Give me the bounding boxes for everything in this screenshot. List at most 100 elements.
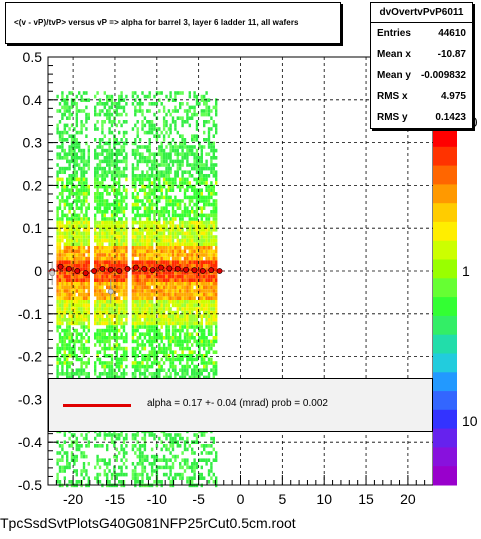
heatmap-cell xyxy=(134,271,137,275)
heatmap-cell xyxy=(136,321,139,326)
heatmap-cell xyxy=(158,238,161,243)
heatmap-cell xyxy=(136,130,139,135)
heatmap-cell xyxy=(195,98,199,102)
heatmap-cell xyxy=(103,346,106,351)
heatmap-cell xyxy=(98,112,102,117)
heatmap-cell xyxy=(136,102,139,106)
heatmap-cell xyxy=(118,184,121,189)
heatmap-cell xyxy=(207,231,211,236)
heatmap-cell xyxy=(63,156,66,160)
heatmap-cell xyxy=(63,372,66,376)
heatmap-cell xyxy=(68,238,71,243)
heatmap-cell xyxy=(61,465,64,470)
heatmap-cell xyxy=(146,238,149,243)
heatmap-cell xyxy=(174,300,177,304)
heatmap-cell xyxy=(160,300,163,304)
heatmap-cell xyxy=(181,285,184,290)
heatmap-cell xyxy=(181,364,184,369)
heatmap-cell xyxy=(82,199,86,203)
heatmap-cell xyxy=(195,220,199,225)
heatmap-cell xyxy=(210,242,213,246)
heatmap-cell xyxy=(96,303,99,308)
heatmap-cell xyxy=(120,148,123,153)
heatmap-cell xyxy=(75,246,78,250)
heatmap-cell xyxy=(122,354,126,358)
heatmap-cell xyxy=(106,174,109,178)
heatmap-cell xyxy=(141,289,144,293)
heatmap-cell xyxy=(148,264,151,268)
profile-points xyxy=(48,261,224,304)
heatmap-cell xyxy=(115,123,118,128)
heatmap-cell xyxy=(110,170,114,174)
heatmap-cell xyxy=(115,433,118,437)
heatmap-cell xyxy=(70,148,74,153)
heatmap-cell xyxy=(191,238,194,243)
heatmap-cell xyxy=(203,433,206,437)
heatmap-cell xyxy=(162,195,166,200)
heatmap-cell xyxy=(113,138,116,142)
heatmap-cell xyxy=(58,235,62,239)
heatmap-cell xyxy=(165,112,168,117)
heatmap-cell xyxy=(82,469,86,473)
heatmap-cell xyxy=(103,249,106,254)
heatmap-cell xyxy=(110,249,114,254)
heatmap-cell xyxy=(167,210,171,214)
heatmap-cell xyxy=(134,318,137,322)
heatmap-cell xyxy=(58,285,62,290)
heatmap-cell xyxy=(101,202,104,207)
heatmap-cell xyxy=(195,210,199,214)
heatmap-cell xyxy=(61,310,64,315)
heatmap-cell xyxy=(125,264,128,268)
heatmap-cell xyxy=(141,271,144,275)
heatmap-cell xyxy=(94,307,97,311)
heatmap-cell xyxy=(150,174,154,178)
heatmap-cell xyxy=(122,325,126,329)
heatmap-cell xyxy=(158,328,161,333)
heatmap-cell xyxy=(115,357,118,362)
heatmap-cell xyxy=(146,314,149,318)
heatmap-cell xyxy=(134,228,137,232)
heatmap-cell xyxy=(153,174,156,178)
heatmap-cell xyxy=(207,253,211,257)
heatmap-cell xyxy=(68,105,71,110)
heatmap-cell xyxy=(98,109,102,113)
heatmap-cell xyxy=(181,159,184,164)
heatmap-cell xyxy=(195,433,199,437)
heatmap-cell xyxy=(171,249,175,254)
heatmap-cell xyxy=(146,328,149,333)
heatmap-cell xyxy=(212,372,215,376)
x-tick-label: -5 xyxy=(192,491,205,507)
heatmap-cell xyxy=(66,249,69,254)
heatmap-cell xyxy=(113,246,116,250)
heatmap-cell xyxy=(141,321,144,326)
heatmap-cell xyxy=(96,328,99,333)
heatmap-cell xyxy=(85,188,88,192)
heatmap-cell xyxy=(98,163,102,167)
heatmap-cell xyxy=(146,242,149,246)
heatmap-cell xyxy=(158,253,161,257)
heatmap-cell xyxy=(120,91,123,95)
heatmap-cell xyxy=(66,364,69,369)
heatmap-cell xyxy=(186,159,189,164)
heatmap-cell xyxy=(118,465,121,470)
heatmap-cell xyxy=(96,292,99,297)
heatmap-cell xyxy=(153,357,156,362)
heatmap-cell xyxy=(134,260,137,264)
heatmap-cell xyxy=(188,364,191,369)
heatmap-cell xyxy=(134,141,137,146)
heatmap-cell xyxy=(183,300,187,304)
heatmap-cell xyxy=(150,375,154,380)
heatmap-cell xyxy=(110,433,114,437)
heatmap-cell xyxy=(188,339,191,344)
heatmap-cell xyxy=(118,472,121,477)
heatmap-cell xyxy=(203,213,206,218)
heatmap-cell xyxy=(191,231,194,236)
heatmap-cell xyxy=(181,123,184,128)
heatmap-cell xyxy=(200,112,203,117)
heatmap-cell xyxy=(118,357,121,362)
heatmap-cell xyxy=(165,332,168,336)
heatmap-cell xyxy=(96,314,99,318)
heatmap-cell xyxy=(198,195,201,200)
heatmap-cell xyxy=(58,256,62,261)
heatmap-cell xyxy=(165,278,168,282)
